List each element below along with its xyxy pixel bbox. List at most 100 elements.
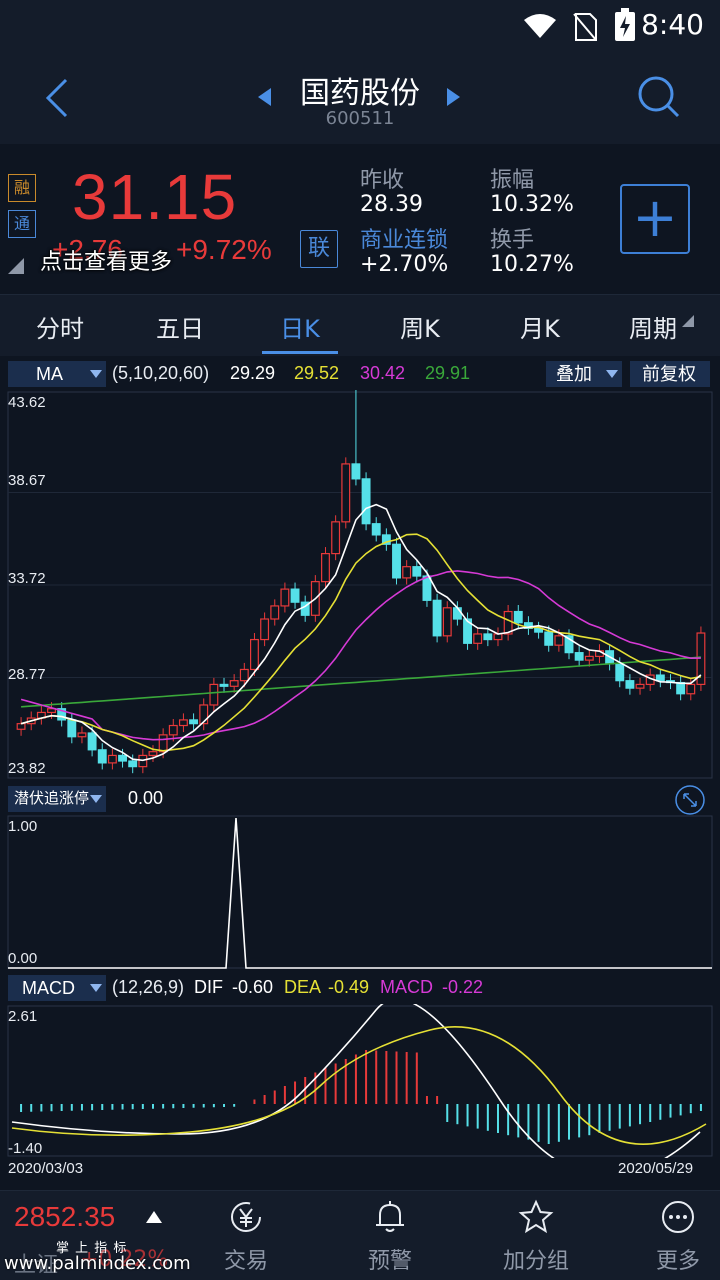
tab-intraday[interactable]: 分时 (36, 315, 84, 343)
candle-body (250, 638, 259, 671)
candle-body (513, 610, 523, 624)
turnover-value: 10.27% (490, 252, 574, 277)
quote-panel[interactable]: 融 通 31.15 +2.76 +9.72% 点击查看更多 联 昨收 28.39… (0, 144, 720, 294)
tab-period[interactable]: 周期 (629, 315, 677, 343)
expand-icon[interactable] (674, 784, 706, 816)
chevron-down-icon (90, 795, 102, 803)
nav-add-group[interactable]: 加分组 (486, 1199, 586, 1275)
next-stock-icon[interactable] (446, 88, 460, 106)
stock-name: 国药股份 (300, 76, 420, 111)
last-price: 31.15 (72, 161, 238, 233)
dif-value: -0.60 (232, 977, 274, 997)
macd-svg (7, 1004, 713, 1158)
candle-body (544, 631, 554, 646)
index-ticker[interactable]: 2852.35 上证 +0.22% 掌 上 指 标 www.palmindex.… (4, 1201, 191, 1278)
candle-body (554, 635, 564, 646)
candle-body (189, 719, 199, 725)
candle-body (584, 655, 594, 661)
tab-weekly-k[interactable]: 周K (400, 315, 440, 343)
candle-body (442, 607, 452, 637)
candle-body (107, 754, 117, 764)
candle-body (128, 760, 138, 768)
candle-body (219, 683, 229, 687)
margin-badge: 融 (8, 174, 36, 202)
candlestick-svg (7, 390, 713, 779)
candle-body (148, 751, 158, 757)
candle-body (57, 708, 67, 721)
ma5-line (20, 503, 702, 762)
chevron-down-icon (606, 370, 618, 378)
candle-body (260, 618, 270, 641)
nav-alert-label: 预警 (367, 1249, 412, 1274)
ma-selector[interactable]: MA (8, 361, 106, 387)
price-axis-label: 23.82 (8, 760, 46, 777)
chevron-down-icon (90, 984, 102, 992)
candle-body (158, 734, 168, 753)
indicator-frame (7, 815, 713, 969)
period-dropdown-icon (682, 315, 694, 327)
candle-body (381, 534, 391, 545)
chevron-down-icon (90, 370, 102, 378)
indicator-selector[interactable]: 潜伏追涨停 (8, 786, 106, 812)
candle-body (290, 588, 300, 603)
candle-body (16, 723, 26, 730)
indicator-chart[interactable]: 1.00 0.00 (0, 814, 720, 970)
sector-link[interactable]: 商业连锁 (360, 228, 449, 253)
watermark-title: 掌 上 指 标 (56, 1241, 128, 1256)
indicator-signal-line (8, 817, 712, 969)
indicator-bar: 潜伏追涨停 0.00 (0, 784, 720, 815)
candle-body (341, 463, 351, 523)
macd-axis-top: 2.61 (8, 1008, 38, 1025)
search-icon[interactable] (636, 74, 682, 120)
candle-body (483, 633, 493, 641)
index-value: 2852.35 (14, 1201, 116, 1232)
overlay-button[interactable]: 叠加 (546, 361, 622, 387)
candle-body (199, 704, 209, 725)
ma20-line (20, 570, 701, 741)
ma-bar: MA (5,10,20,60) 29.29 29.52 30.42 29.91 … (0, 360, 720, 388)
prev-close-value: 28.39 (360, 192, 423, 217)
indicator-value: 0.00 (128, 788, 164, 808)
ma20-value: 30.42 (360, 363, 406, 383)
more-icon (660, 1199, 696, 1235)
candle-body (209, 683, 219, 706)
indicator-axis-top: 1.00 (8, 818, 38, 835)
candle-body (534, 627, 544, 633)
nav-trade[interactable]: 交易 (196, 1199, 296, 1275)
candle-body (118, 754, 127, 762)
candle-body (239, 668, 249, 682)
candle-body (371, 523, 381, 536)
tab-daily-k[interactable]: 日K (280, 315, 320, 343)
related-button[interactable]: 联 (300, 230, 338, 268)
nav-more[interactable]: 更多 (628, 1199, 720, 1275)
prev-stock-icon[interactable] (258, 88, 272, 106)
index-name: 上证 (14, 1253, 59, 1278)
price-axis-label: 43.62 (8, 394, 46, 411)
tab-monthly-k[interactable]: 月K (520, 315, 560, 343)
stock-code: 600511 (325, 108, 395, 129)
clock: 8:40 (641, 8, 704, 41)
candle-body (574, 652, 584, 661)
active-tab-indicator (262, 351, 338, 354)
prev-close-label: 昨收 (360, 168, 405, 193)
nav-alert[interactable]: 预警 (340, 1199, 440, 1275)
macd-bar: MACD (12,26,9) DIF -0.60 DEA -0.49 MACD … (0, 974, 720, 1002)
macd-chart[interactable]: 2.61 -1.40 (0, 1004, 720, 1158)
candle-body (422, 575, 432, 601)
ma5-value: 29.29 (230, 363, 276, 383)
adjust-button[interactable]: 前复权 (630, 361, 710, 387)
candle-body (676, 681, 686, 695)
candlestick-chart[interactable]: 43.62 38.67 33.72 28.77 23.82 (0, 390, 720, 782)
tab-five-day[interactable]: 五日 (156, 315, 204, 343)
add-watchlist-button[interactable]: + (620, 184, 690, 254)
candle-body (655, 674, 665, 682)
back-icon[interactable] (42, 78, 72, 118)
sector-change: +2.70% (360, 252, 449, 277)
candle-body (270, 605, 280, 620)
candle-body (178, 719, 188, 727)
amplitude-value: 10.32% (490, 192, 574, 217)
macd-selector[interactable]: MACD (8, 975, 106, 1001)
dea-line (11, 1026, 707, 1145)
view-more-hint[interactable]: 点击查看更多 (40, 250, 173, 275)
candle-body (463, 618, 472, 644)
